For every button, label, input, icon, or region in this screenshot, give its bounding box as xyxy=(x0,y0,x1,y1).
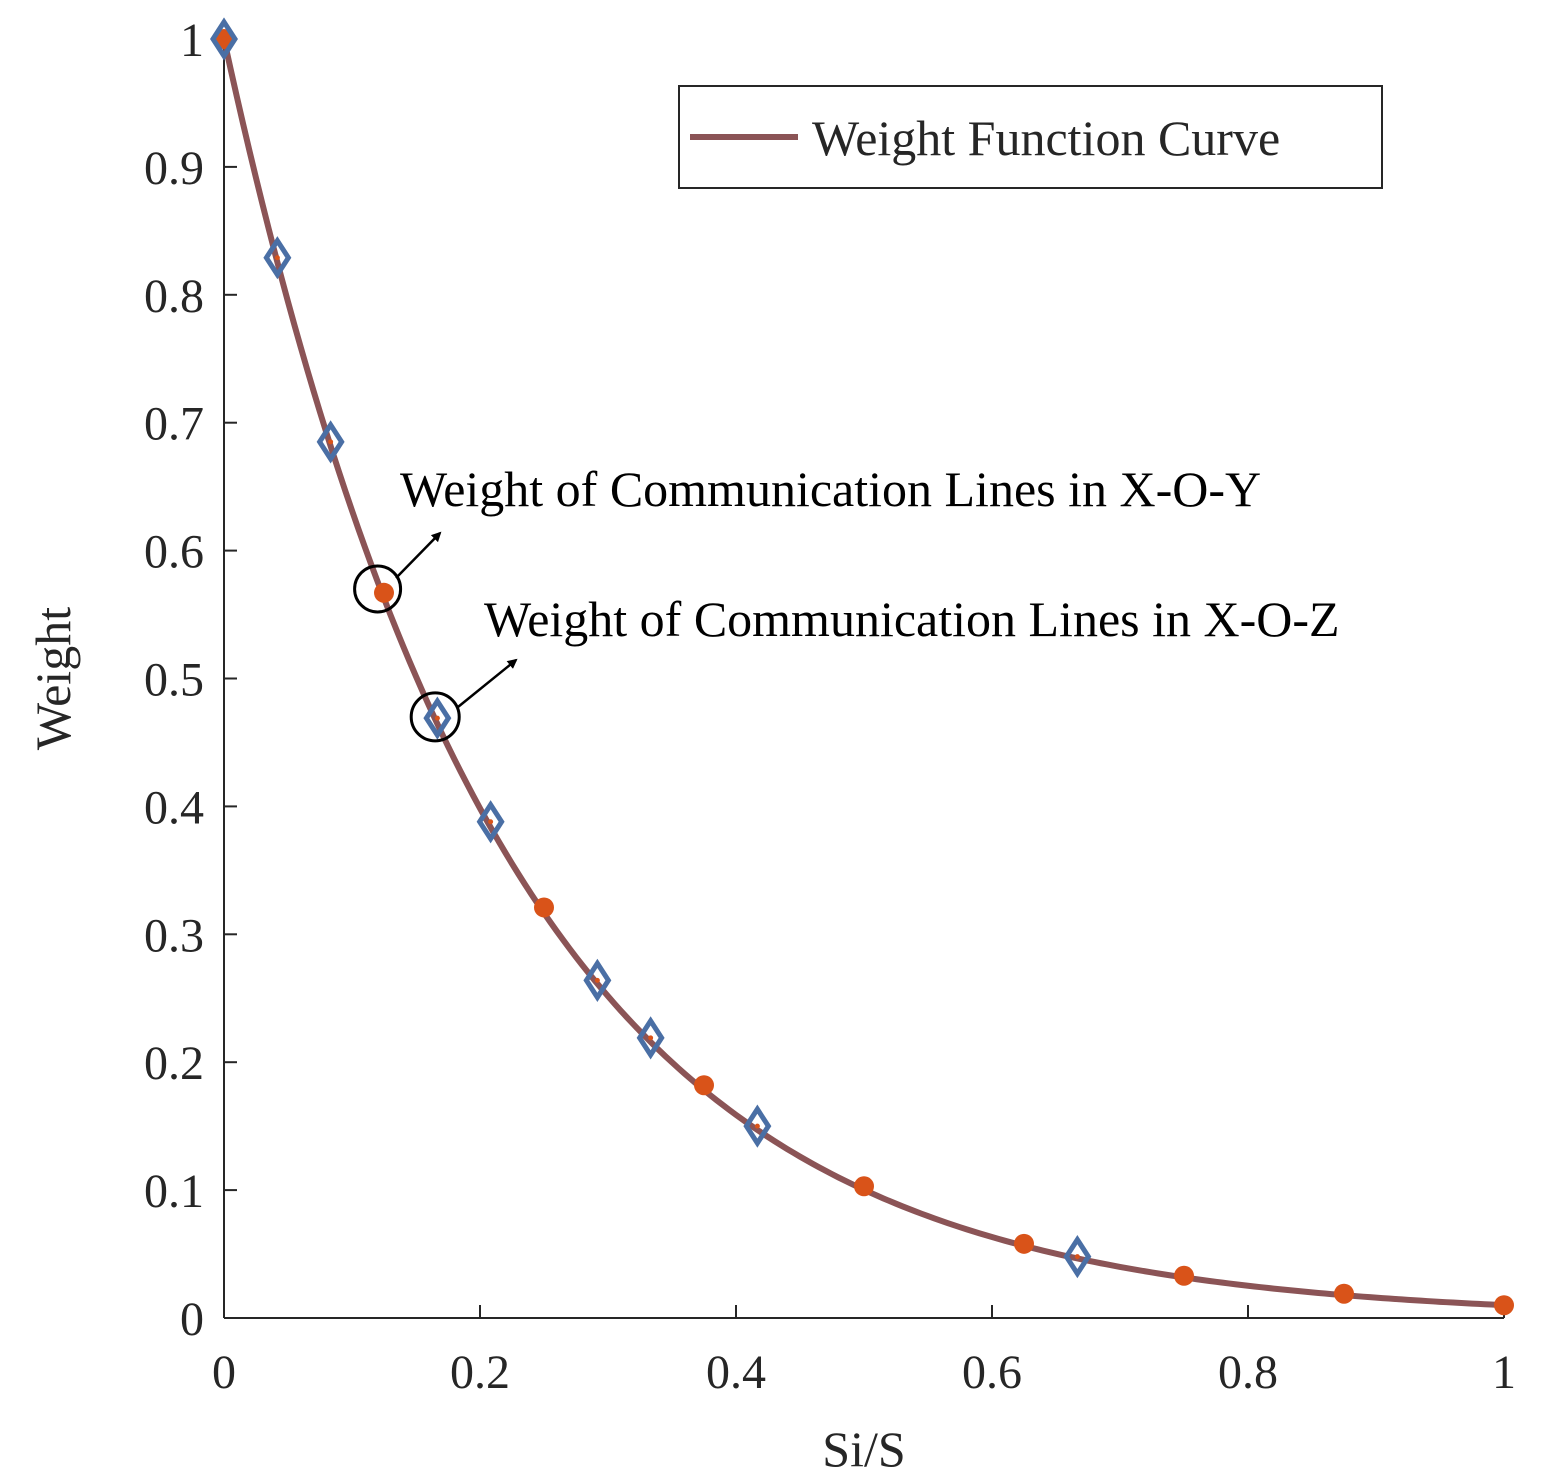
xoz-point-center xyxy=(274,255,280,261)
y-tick-label: 0.1 xyxy=(144,1165,204,1218)
y-tick-label: 0.8 xyxy=(144,270,204,323)
annotation-arrow xyxy=(395,531,442,579)
xoz-point-center xyxy=(594,977,600,983)
y-tick-label: 0.7 xyxy=(144,398,204,451)
xoy-point xyxy=(1494,1295,1514,1316)
xoz-point-center xyxy=(648,1035,654,1041)
xoz-point-center xyxy=(221,36,227,42)
xoz-point xyxy=(583,958,612,1002)
x-tick-label: 0.8 xyxy=(1218,1346,1278,1399)
x-axis-title: Si/S xyxy=(822,1421,905,1477)
xoz-point-center xyxy=(328,439,334,445)
xoz-point xyxy=(210,17,238,61)
y-tick-label: 0.9 xyxy=(144,142,204,195)
xoz-point xyxy=(423,696,452,740)
y-tick-label: 0.5 xyxy=(144,654,204,707)
legend: Weight Function Curve xyxy=(678,85,1383,189)
annotation-label: Weight of Communication Lines in X-O-Y xyxy=(400,461,1261,517)
xoz-point xyxy=(316,420,345,464)
xoy-point xyxy=(1174,1265,1194,1286)
x-tick-label: 1 xyxy=(1492,1346,1516,1399)
x-tick-label: 0 xyxy=(212,1346,236,1399)
y-axis-title: Weight xyxy=(25,607,81,750)
y-tick-label: 0.2 xyxy=(144,1037,204,1090)
xoz-point xyxy=(743,1104,772,1148)
xoz-point xyxy=(263,236,292,280)
xoy-point xyxy=(374,582,394,603)
xoz-point xyxy=(476,800,505,844)
curve-layer xyxy=(221,38,1505,1309)
markers xyxy=(210,17,1514,1316)
legend-label: Weight Function Curve xyxy=(812,110,1280,166)
annotations: Weight of Communication Lines in X-O-Y We… xyxy=(353,461,1340,743)
xoy-point xyxy=(1334,1283,1354,1304)
xoy-point xyxy=(1014,1233,1034,1254)
x-tick-label: 0.2 xyxy=(450,1346,510,1399)
xoz-point-center xyxy=(488,819,494,825)
xoz-point-center xyxy=(1074,1254,1080,1260)
y-tick-label: 0.4 xyxy=(144,781,204,834)
annotation-circle xyxy=(353,564,403,614)
y-tick-label: 1 xyxy=(180,14,204,67)
annotation-label: Weight of Communication Lines in X-O-Z xyxy=(484,591,1340,647)
xoy-point xyxy=(534,897,554,918)
weight-function-curve xyxy=(221,38,1505,1309)
xoy-point xyxy=(694,1075,714,1096)
annotation-circle xyxy=(409,691,461,743)
xoy-point xyxy=(854,1176,874,1197)
y-tick-label: 0 xyxy=(180,1293,204,1346)
annotation-arrow xyxy=(457,658,518,708)
xoz-point xyxy=(1063,1235,1092,1279)
y-tick-label: 0.3 xyxy=(144,909,204,962)
xoz-point-center xyxy=(754,1123,760,1129)
y-tick-label: 0.6 xyxy=(144,526,204,579)
xoz-point xyxy=(636,1016,665,1060)
xoz-point-center xyxy=(434,715,440,721)
x-tick-label: 0.6 xyxy=(962,1346,1022,1399)
axes: 0 0.2 0.4 0.6 0.8 1 0 0.1 0.2 0.3 0.4 0.5 0.6 0.7 0.8 0… xyxy=(25,14,1516,1477)
x-tick-label: 0.4 xyxy=(706,1346,766,1399)
